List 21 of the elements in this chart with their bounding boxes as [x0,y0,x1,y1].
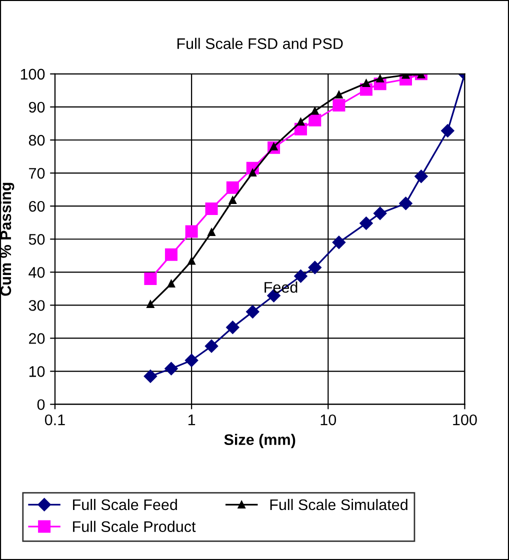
y-tick-label: 60 [29,200,45,212]
y-tick-label: 20 [29,333,45,344]
y-tick-label: 10 [29,366,45,377]
legend-label: Full Scale Feed [73,498,177,510]
y-tick-label: 100 [20,68,45,80]
x-tick-label: 0.1 [44,414,65,426]
y-tick-label: 30 [28,300,45,311]
x-axis-title: Size (mm) [224,434,296,448]
y-tick-label: 70 [29,168,45,179]
y-axis-title: Cum % Passing [0,182,14,296]
legend-label: Full Scale Simulated [270,498,408,510]
chart-title: Full Scale FSD and PSD [177,38,343,50]
x-tick-label: 1 [188,414,196,426]
y-tick-label: 0 [37,399,45,410]
y-tick-label: 90 [28,102,45,113]
legend-label: Full Scale Product [73,520,196,532]
y-tick-label: 40 [28,267,45,278]
x-tick-label: 100 [453,414,477,426]
y-tick-label: 50 [28,234,45,245]
y-tick-label: 80 [28,134,45,146]
x-tick-label: 10 [320,414,336,426]
